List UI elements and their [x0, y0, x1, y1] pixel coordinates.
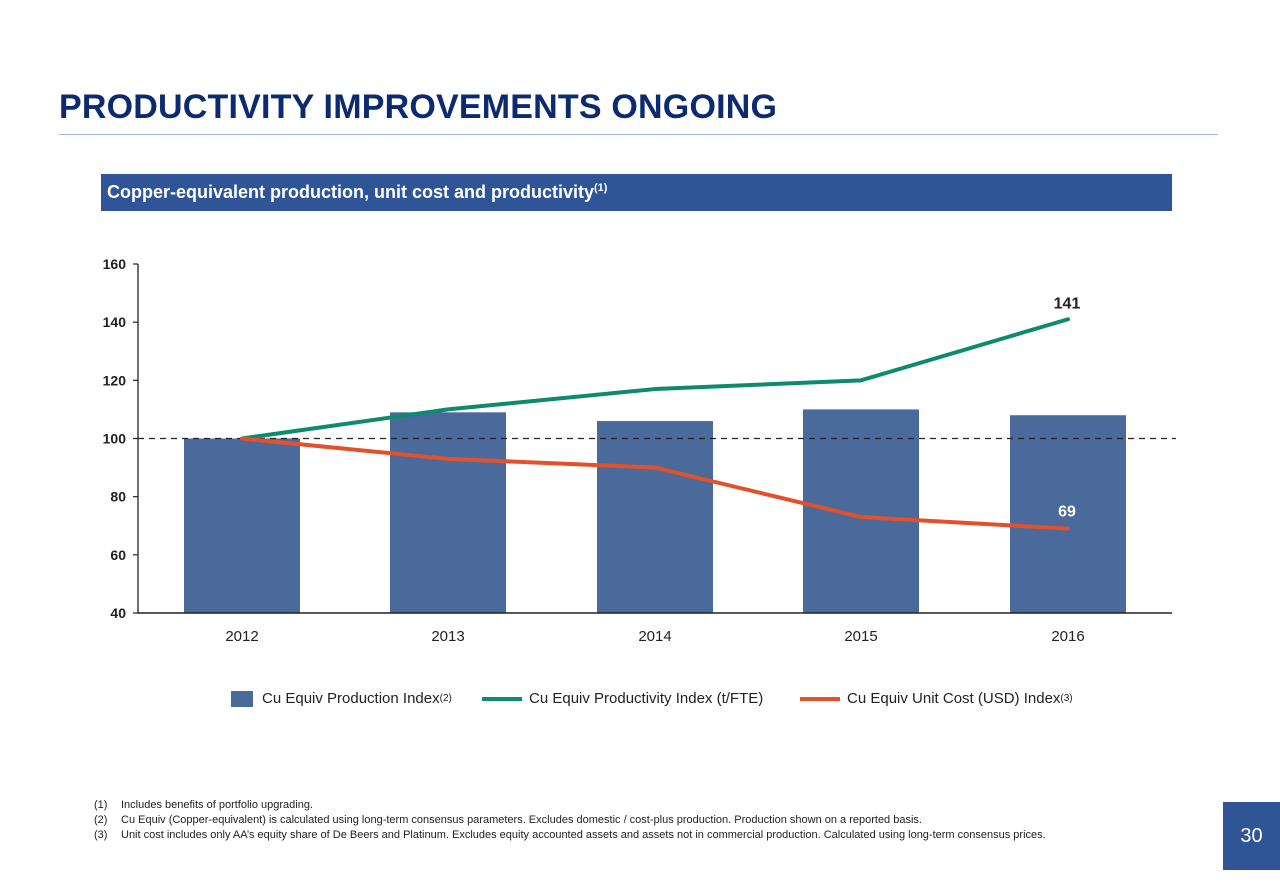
y-tick-label-100: 100	[103, 431, 127, 447]
x-tick-label-2016: 2016	[1051, 628, 1084, 645]
y-tick-label-80: 80	[110, 489, 126, 505]
x-tick-label-2014: 2014	[638, 628, 671, 645]
chart: 40 60 80 100 120 140 160 2012 2013 2014 2015 2016 14…	[103, 256, 1176, 645]
footnote-1: (1) Includes benefits of portfolio upgra…	[94, 798, 1141, 813]
bar-production-2012	[184, 438, 300, 613]
page-title: PRODUCTIVITY IMPROVEMENTS ONGOING	[59, 88, 778, 126]
footnote-2-number: (2)	[94, 814, 108, 826]
legend-footnote-ref-production: (2)	[439, 693, 452, 704]
footnote-3: (3) Unit cost includes only AA’s equity …	[94, 828, 1141, 843]
legend-label-productivity: Cu Equiv Productivity Index (t/FTE)	[529, 690, 764, 707]
legend-footnote-ref-cost: (3)	[1060, 693, 1073, 704]
footnote-3-text: Unit cost includes only AA’s equity shar…	[121, 829, 1046, 841]
legend-swatch-productivity	[482, 696, 522, 701]
footnote-1-text: Includes benefits of portfolio upgrading…	[121, 799, 314, 811]
footnotes: (1) Includes benefits of portfolio upgra…	[94, 798, 1141, 843]
footnote-1-number: (1)	[94, 799, 108, 811]
page-number: 30	[1223, 802, 1280, 870]
footnote-2-text: Cu Equiv (Copper-equivalent) is calculat…	[121, 814, 922, 826]
chart-banner-text: Copper-equivalent production, unit cost …	[107, 182, 595, 202]
chart-legend: Cu Equiv Production Index (2) Cu Equiv Pr…	[0, 690, 1280, 714]
bar-production-2014	[597, 421, 713, 613]
x-tick-label-2013: 2013	[431, 628, 464, 645]
x-tick-label-2015: 2015	[844, 628, 877, 645]
y-tick-label-140: 140	[103, 314, 127, 330]
data-label-cost-2016: 69	[1058, 504, 1076, 521]
bar-production-2016	[1010, 415, 1126, 613]
chart-banner-footnote-ref: (1)	[594, 182, 608, 194]
legend-item-production: Cu Equiv Production Index (2)	[231, 690, 452, 707]
data-label-productivity-2016: 141	[1054, 295, 1081, 312]
legend-label-production: Cu Equiv Production Index	[262, 690, 440, 707]
footnote-3-number: (3)	[94, 829, 108, 841]
y-tick-label-40: 40	[110, 605, 126, 621]
legend-swatch-cost	[800, 696, 840, 701]
bar-production-2013	[390, 412, 506, 613]
y-tick-label-120: 120	[103, 372, 127, 388]
title-divider	[59, 134, 1218, 135]
legend-label-cost: Cu Equiv Unit Cost (USD) Index	[847, 690, 1061, 707]
y-tick-label-160: 160	[103, 256, 127, 272]
bar-production-2015	[803, 409, 919, 613]
legend-item-cost: Cu Equiv Unit Cost (USD) Index (3)	[800, 690, 1073, 707]
legend-swatch-production	[231, 690, 253, 707]
chart-banner: Copper-equivalent production, unit cost …	[101, 174, 1172, 211]
footnote-2: (2) Cu Equiv (Copper-equivalent) is calc…	[94, 813, 1141, 828]
y-tick-label-60: 60	[110, 547, 126, 563]
line-productivity	[240, 317, 1070, 441]
x-tick-label-2012: 2012	[225, 628, 258, 645]
legend-item-productivity: Cu Equiv Productivity Index (t/FTE)	[482, 690, 763, 707]
